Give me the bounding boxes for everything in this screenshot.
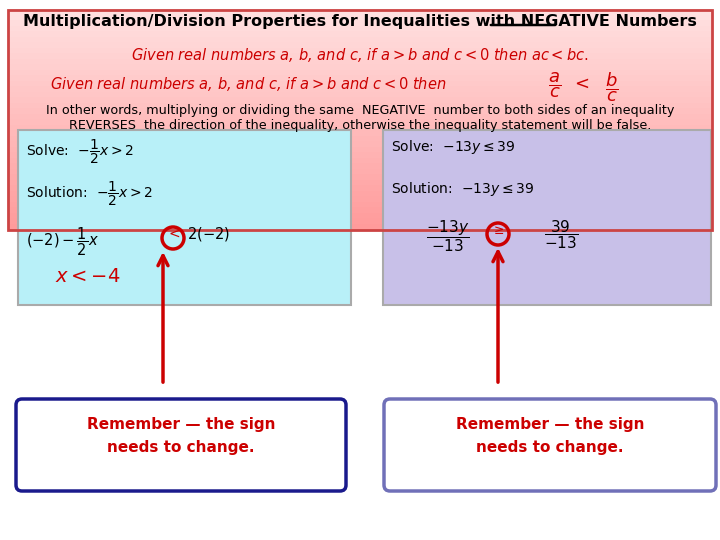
Bar bbox=[8, 146, 712, 153]
Text: $x < -4$: $x < -4$ bbox=[55, 267, 121, 286]
Bar bbox=[8, 97, 712, 104]
Bar bbox=[8, 224, 712, 230]
Bar bbox=[8, 91, 712, 98]
Text: Given real numbers $a$, $b$, and $c$, if $a > b$ and $c < 0$ then $ac < bc.$: Given real numbers $a$, $b$, and $c$, if… bbox=[131, 46, 589, 64]
Text: REVERSES  the direction of the inequality, otherwise the inequality statement wi: REVERSES the direction of the inequality… bbox=[69, 119, 651, 132]
Text: Multiplication/Division Properties for Inequalities with NEGATIVE Numbers: Multiplication/Division Properties for I… bbox=[23, 14, 697, 29]
Bar bbox=[8, 174, 712, 180]
Text: Solve:  $-13y \leq 39$: Solve: $-13y \leq 39$ bbox=[391, 138, 516, 156]
Text: Solution:  $-\dfrac{1}{2}x > 2$: Solution: $-\dfrac{1}{2}x > 2$ bbox=[26, 180, 153, 208]
Bar bbox=[8, 15, 712, 21]
Bar bbox=[8, 130, 712, 137]
Bar bbox=[8, 179, 712, 186]
Bar bbox=[8, 37, 712, 43]
Bar bbox=[8, 10, 712, 230]
Text: $<$: $<$ bbox=[571, 75, 589, 93]
Bar bbox=[8, 25, 712, 32]
Bar bbox=[8, 20, 712, 26]
Text: Remember — the sign
needs to change.: Remember — the sign needs to change. bbox=[86, 417, 275, 455]
Bar bbox=[383, 130, 711, 305]
Bar bbox=[8, 31, 712, 37]
Bar bbox=[8, 70, 712, 76]
Bar bbox=[8, 53, 712, 59]
Text: Remember — the sign
needs to change.: Remember — the sign needs to change. bbox=[456, 417, 644, 455]
Bar bbox=[8, 218, 712, 225]
Bar bbox=[8, 163, 712, 170]
Text: $<$: $<$ bbox=[166, 227, 181, 241]
Text: $\dfrac{-13y}{-13}$: $\dfrac{-13y}{-13}$ bbox=[426, 218, 469, 254]
Bar bbox=[18, 130, 351, 305]
Text: Solution:  $-13y \leq 39$: Solution: $-13y \leq 39$ bbox=[391, 180, 534, 198]
Bar bbox=[8, 191, 712, 197]
Bar bbox=[8, 141, 712, 147]
FancyBboxPatch shape bbox=[16, 399, 346, 491]
Bar bbox=[8, 119, 712, 125]
Bar bbox=[8, 103, 712, 109]
Bar bbox=[8, 48, 712, 54]
Text: $\dfrac{a}{c}$: $\dfrac{a}{c}$ bbox=[549, 70, 562, 100]
Text: $(-2)-\dfrac{1}{2}x$: $(-2)-\dfrac{1}{2}x$ bbox=[26, 225, 99, 258]
Bar bbox=[8, 213, 712, 219]
Bar bbox=[8, 80, 712, 87]
Text: Solve:  $-\dfrac{1}{2}x > 2$: Solve: $-\dfrac{1}{2}x > 2$ bbox=[26, 138, 134, 166]
Bar bbox=[8, 196, 712, 202]
Text: $\geq$: $\geq$ bbox=[491, 224, 505, 237]
Text: Given real numbers $a$, $b$, and $c$, if $a > b$ and $c < 0$ then: Given real numbers $a$, $b$, and $c$, if… bbox=[50, 75, 446, 93]
Text: $\dfrac{39}{-13}$: $\dfrac{39}{-13}$ bbox=[544, 218, 578, 251]
Bar bbox=[8, 9, 712, 16]
Bar bbox=[8, 125, 712, 131]
Bar bbox=[8, 185, 712, 192]
Bar bbox=[8, 64, 712, 71]
Bar bbox=[8, 86, 712, 92]
Bar bbox=[8, 207, 712, 213]
Text: $2(-2)$: $2(-2)$ bbox=[187, 225, 230, 243]
Text: In other words, multiplying or dividing the same  NEGATIVE  number to both sides: In other words, multiplying or dividing … bbox=[46, 104, 674, 117]
FancyBboxPatch shape bbox=[384, 399, 716, 491]
Bar bbox=[8, 158, 712, 164]
Bar bbox=[8, 58, 712, 65]
Bar bbox=[8, 168, 712, 175]
Bar bbox=[8, 152, 712, 159]
Bar bbox=[8, 113, 712, 120]
Bar bbox=[8, 201, 712, 208]
Bar bbox=[8, 75, 712, 82]
Bar bbox=[8, 136, 712, 142]
Bar bbox=[8, 42, 712, 49]
Text: $\dfrac{b}{c}$: $\dfrac{b}{c}$ bbox=[606, 70, 618, 104]
Bar bbox=[8, 108, 712, 114]
